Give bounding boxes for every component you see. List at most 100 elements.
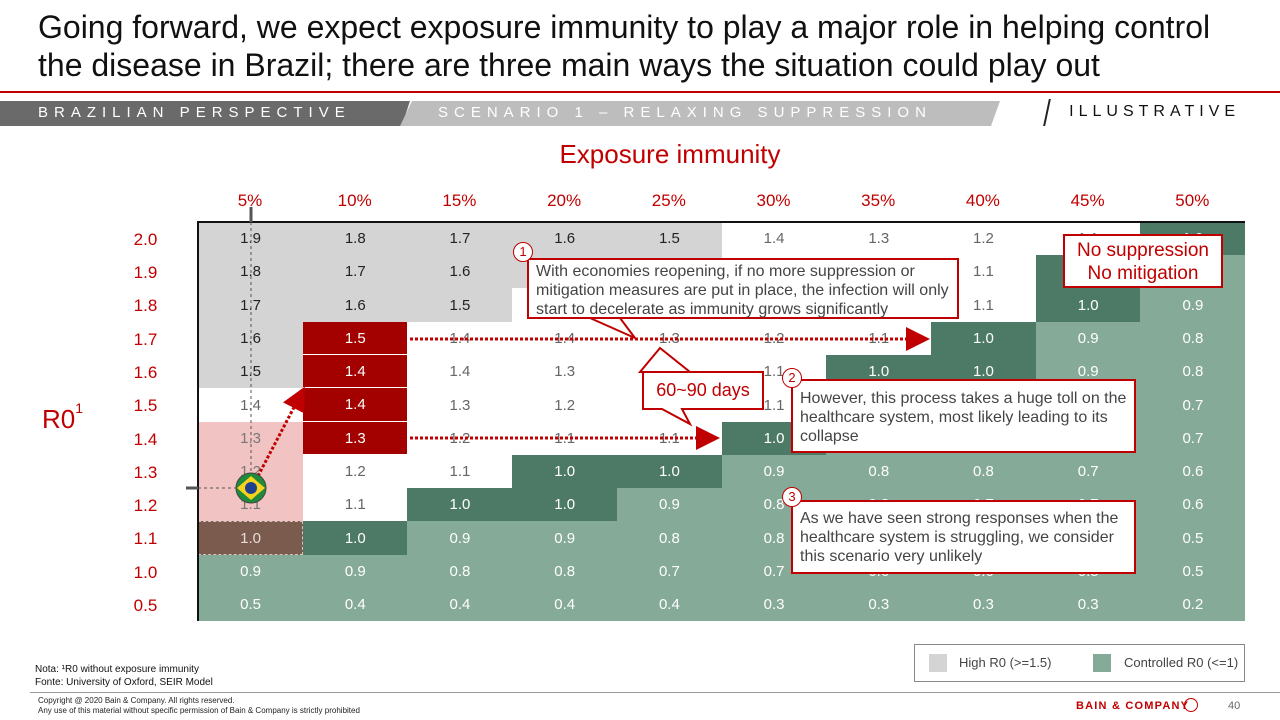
bain-logo-icon [1184,698,1198,712]
row-header: 1.9 [133,263,158,282]
illustrative-tag: ILLUSTRATIVE [1069,103,1240,120]
grid-cell: 1.0 [616,455,722,488]
footnote-fonte: Fonte: University of Oxford, SEIR Model [35,677,213,688]
grid-cell: 1.6 [407,255,513,288]
r0-label-superscript: 1 [75,400,84,416]
grid-cell: 0.8 [930,455,1037,488]
grid-cell: 1.7 [407,222,513,255]
grid-cell: 0.4 [616,588,722,621]
title-divider [0,91,1280,93]
grid-cell: 0.5 [1140,521,1246,555]
grid-cell: 1.2 [930,222,1037,255]
grid-cell: 1.7 [302,255,408,288]
grid-cell: 0.7 [1140,388,1246,422]
slide-title: Going forward, we expect exposure immuni… [38,9,1211,83]
row-header: 2.0 [133,230,158,249]
grid-cell: 0.9 [1035,322,1141,355]
grid-cell: 1.2 [721,322,827,355]
callout-2-box: However, this process takes a huge toll … [791,379,1136,453]
grid-cell: 0.8 [407,555,513,588]
tab-brazilian-perspective-label: BRAZILIAN PERSPECTIVE [38,104,351,121]
column-header: 30% [756,191,791,210]
grid-cell: 1.3 [302,422,408,455]
grid-cell: 1.4 [407,355,513,388]
row-header: 1.5 [133,396,158,415]
grid-cell: 1.5 [407,288,513,322]
rights-text: Any use of this material without specifi… [38,706,360,715]
grid-cell: 0.9 [512,521,618,555]
grid-cell: 1.0 [512,488,618,521]
column-header: 10% [337,191,372,210]
tab-scenario-1 [400,101,1000,126]
grid-cell: 0.8 [616,521,722,555]
legend-swatch-controlled [1093,654,1111,672]
days-callout-tail [637,346,693,373]
callout-2-text: However, this process takes a huge toll … [800,390,1127,445]
grid-cell: 1.7 [198,288,304,322]
grid-cell: 0.2 [1140,588,1246,621]
legend-swatch-high [929,654,947,672]
column-header: 35% [861,191,896,210]
grid-cell: 0.9 [721,455,827,488]
row-header: 1.6 [133,363,158,382]
grid-cell: 0.9 [198,555,304,588]
grid-cell: 0.3 [721,588,827,621]
grid-cell: 0.8 [1140,322,1246,355]
no-mitigation-line: No mitigation [1087,263,1199,284]
grid-cell: 1.6 [302,288,408,322]
grid-cell: 0.3 [826,588,932,621]
callout-3-text: As we have seen strong responses when th… [800,510,1119,565]
grid-cell: 1.0 [512,455,618,488]
bain-brand: BAIN & COMPANY [1076,700,1190,712]
grid-cell: 1.0 [1035,288,1141,322]
grid-cell: 1.4 [512,322,618,355]
tab-brazilian-perspective [0,101,410,126]
grid-cell: 0.8 [1140,355,1246,388]
grid-cell: 1.3 [407,388,513,422]
grid-cell: 0.9 [616,488,722,521]
grid-cell: 1.5 [302,322,408,355]
grid-cell: 0.5 [198,588,304,621]
grid-top-border [198,221,1245,223]
legend-label-controlled: Controlled R0 (<=1) [1124,655,1239,670]
column-header: 15% [442,191,477,210]
grid-cell: 1.8 [302,222,408,255]
row-header: 0.5 [133,596,158,615]
grid-cell: 0.6 [1140,488,1246,521]
callout-1-box: With economies reopening, if no more sup… [527,258,959,319]
grid-cell: 0.6 [1140,455,1246,488]
grid-cell: 1.1 [512,422,618,455]
grid-cell: 0.5 [1140,555,1246,588]
page-number: 40 [1228,700,1241,712]
brazil-flag-icon [235,472,267,504]
callout-1-text: With economies reopening, if no more sup… [536,263,949,318]
grid-cell: 1.3 [512,355,618,388]
row-header: 1.1 [133,529,158,548]
grid-left-border [197,221,199,621]
row-header: 1.2 [133,496,158,515]
row-header: 1.8 [133,296,158,315]
section-tab-bar: BRAZILIAN PERSPECTIVE SCENARIO 1 – RELAX… [0,101,1280,126]
legend-label-high: High R0 (>=1.5) [959,655,1052,670]
grid-cell: 0.9 [407,521,513,555]
legend: High R0 (>=1.5) Controlled R0 (<=1) [914,644,1245,682]
column-header: 50% [1175,191,1210,210]
grid-cell: 1.0 [302,521,408,555]
grid-cell: 1.4 [721,222,827,255]
callout-1-tail [589,317,639,341]
grid-cell: 1.0 [198,521,304,555]
grid-cell: 0.7 [1140,422,1246,455]
grid-cell: 1.1 [302,488,408,521]
days-label: 60~90 days [656,380,750,400]
trajectory-arrow [256,386,305,477]
grid-cell: 1.0 [407,488,513,521]
r0-axis-label: R01 [42,400,83,435]
row-header: 1.4 [133,430,158,449]
grid-cell: 0.4 [512,588,618,621]
grid-cell: 1.4 [302,355,408,388]
column-header: 5% [237,191,263,210]
row-header: 1.7 [133,330,158,349]
grid-cell: 0.3 [930,588,1037,621]
grid-cell: 1.2 [512,388,618,422]
